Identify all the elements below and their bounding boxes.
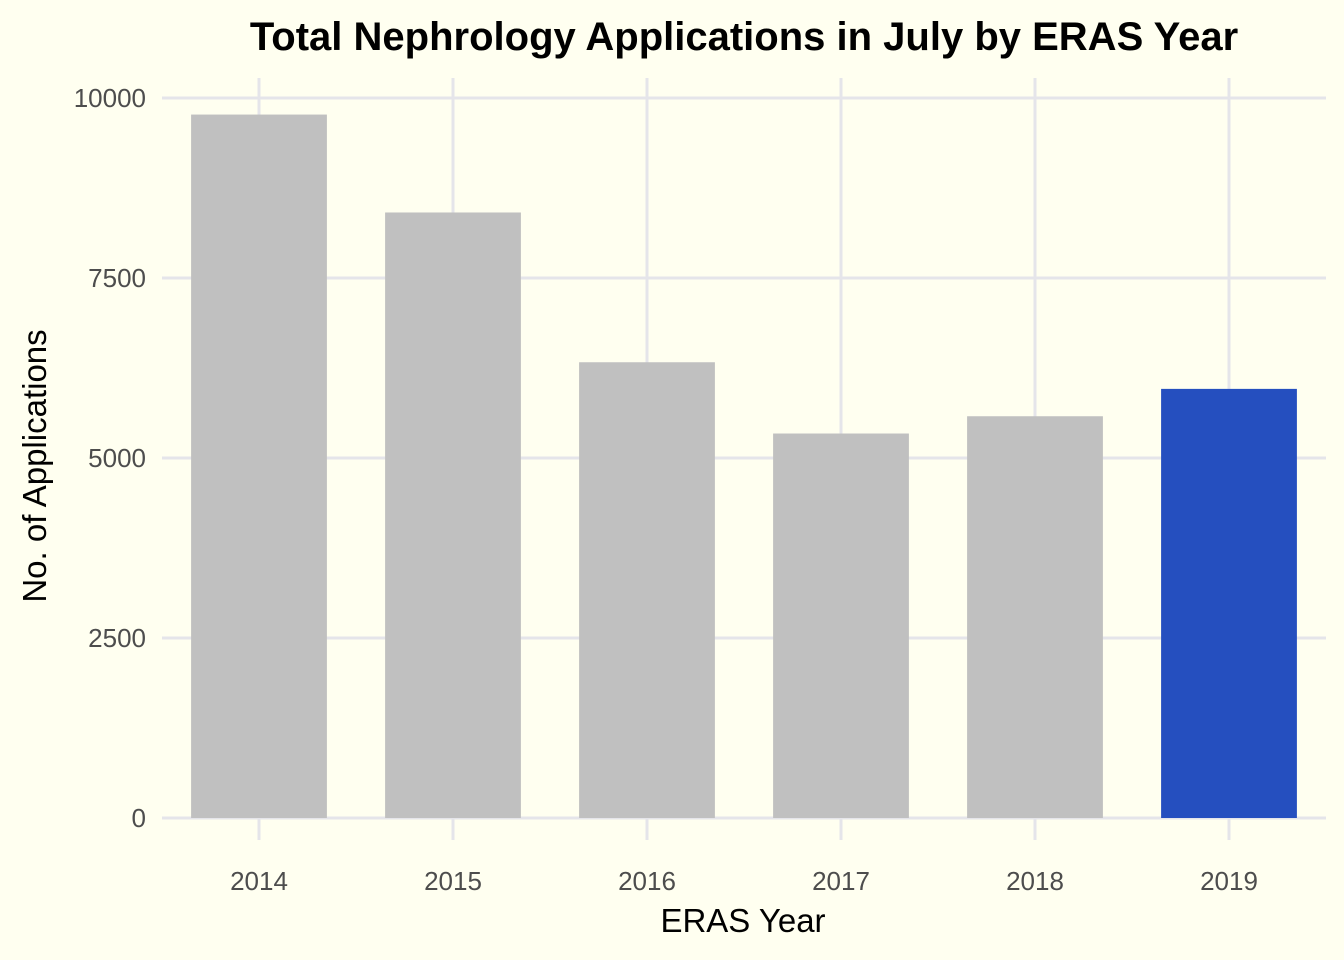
bar-2016 [579, 362, 715, 818]
chart-title: Total Nephrology Applications in July by… [250, 15, 1238, 59]
bar-2018 [967, 416, 1103, 818]
bar-2017 [773, 433, 909, 818]
x-tick-label: 2014 [230, 866, 288, 896]
bar-2019 [1161, 388, 1297, 818]
x-tick-label: 2016 [618, 866, 676, 896]
x-tick-label: 2017 [812, 866, 870, 896]
y-axis-ticks: 0 2500 5000 7500 10000 [74, 83, 146, 833]
y-tick-label: 5000 [88, 443, 146, 473]
x-tick-label: 2015 [424, 866, 482, 896]
y-tick-label: 7500 [88, 263, 146, 293]
y-axis-title: No. of Applications [16, 329, 53, 602]
bar-2014 [191, 114, 327, 818]
bars [191, 114, 1297, 819]
y-tick-label: 0 [132, 803, 146, 833]
x-axis-title: ERAS Year [660, 902, 825, 939]
x-tick-label: 2018 [1006, 866, 1064, 896]
bar-2015 [385, 212, 521, 819]
x-axis-ticks: 2014 2015 2016 2017 2018 2019 [230, 866, 1258, 896]
y-tick-label: 10000 [74, 83, 146, 113]
x-tick-label: 2019 [1200, 866, 1258, 896]
y-tick-label: 2500 [88, 623, 146, 653]
